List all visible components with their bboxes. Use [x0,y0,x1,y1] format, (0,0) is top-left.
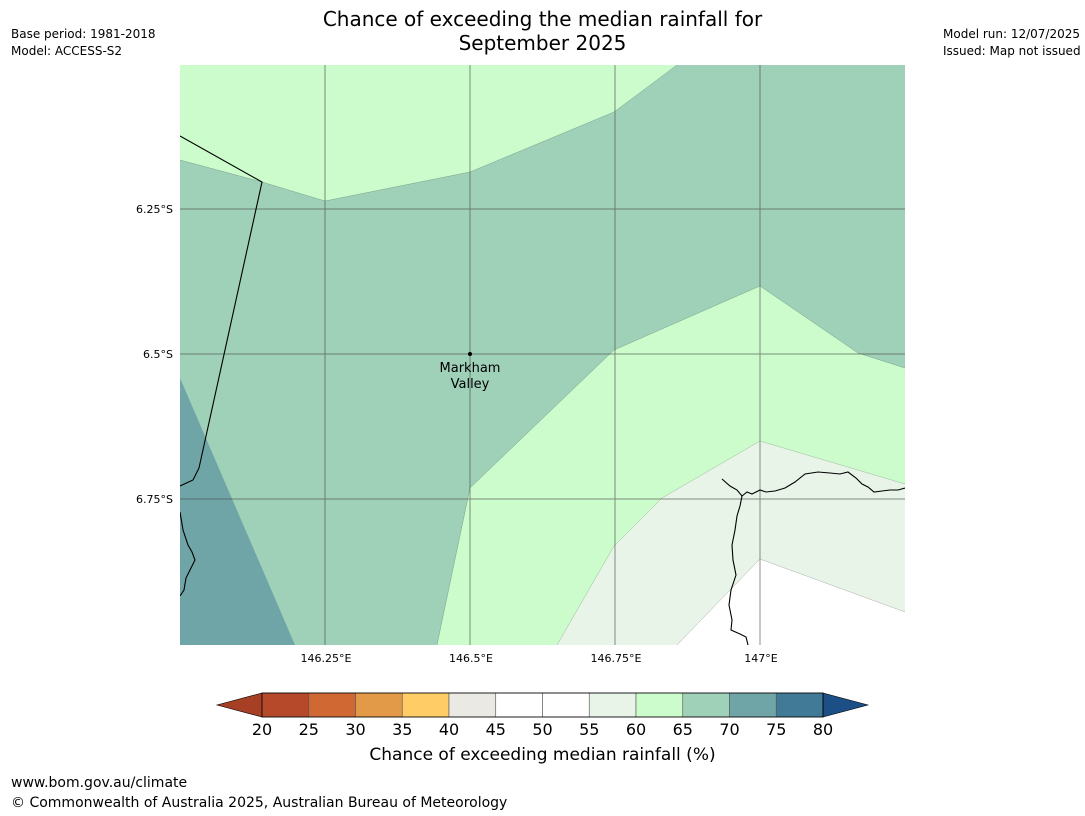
colorbar-tick-label: 50 [532,720,552,739]
colorbar-segment [401,692,450,718]
location-label-line-1: Markham [440,361,501,376]
title-line-2: September 2025 [458,31,627,55]
colorbar-segment [588,692,637,718]
title-line-1: Chance of exceeding the median rainfall … [322,7,763,31]
colorbar-tick-label: 45 [486,720,506,739]
footer-copyright: © Commonwealth of Australia 2025, Austra… [11,795,508,811]
band-60-65-north [180,65,677,201]
colorbar-tick-label: 70 [719,720,739,739]
lon-tick-label: 146.5°E [449,652,493,665]
colorbar-tick-label: 25 [299,720,319,739]
colorbar-tick-label: 60 [626,720,646,739]
colorbar-segment [495,692,543,718]
colorbar-segment [355,692,403,718]
colorbar-tick-label: 65 [673,720,693,739]
colorbar-frame [261,692,824,718]
colorbar-segment [448,692,497,718]
colorbar-tick-label: 30 [345,720,365,739]
colorbar-extend-high [822,692,870,718]
model-name: Model: ACCESS-S2 [11,44,123,58]
location-marker [468,352,472,356]
lon-tick-label: 147°E [744,652,777,665]
map-area [180,65,905,645]
location-label-line-2: Valley [451,377,490,392]
colorbar-extend-low [215,692,263,718]
lat-tick-label: 6.5°S [143,348,173,361]
map-title: Chance of exceeding the median rainfall … [0,7,1085,55]
lat-tick-label: 6.75°S [136,493,173,506]
band-50-55 [677,559,905,645]
colorbar-segment [729,692,777,718]
colorbar-segment [775,692,824,718]
colorbar-tick-label: 20 [252,720,272,739]
colorbar-tick-label: 75 [766,720,786,739]
base-period: Base period: 1981-2018 [11,27,156,41]
band-70-75 [180,378,295,645]
colorbar-tick-label: 35 [392,720,412,739]
meta-left: Base period: 1981-2018 Model: ACCESS-S2 [11,26,156,60]
colorbar-segment [682,692,730,718]
lon-tick-label: 146.75°E [591,652,642,665]
model-run: Model run: 12/07/2025 [943,27,1081,41]
colorbar-tick-label: 40 [439,720,459,739]
meta-right: Model run: 12/07/2025 Issued: Map not is… [943,26,1081,60]
colorbar-label: Chance of exceeding median rainfall (%) [369,745,716,765]
graticule [180,65,905,645]
colorbar-tick-label: 80 [813,720,833,739]
lon-tick-label: 146.25°E [301,652,352,665]
colorbar-segment [542,692,590,718]
colorbar-segment [308,692,356,718]
issued-status: Issued: Map not issued [943,44,1081,58]
colorbar: 20 25 30 35 40 45 50 55 60 65 70 75 80 [215,692,870,739]
lat-tick-label: 6.25°S [136,203,173,216]
colorbar-segment [635,692,684,718]
coastline [180,135,905,645]
colorbar-tick-label: 55 [579,720,599,739]
footer-url[interactable]: www.bom.gov.au/climate [11,775,188,791]
colorbar-segment [261,692,310,718]
